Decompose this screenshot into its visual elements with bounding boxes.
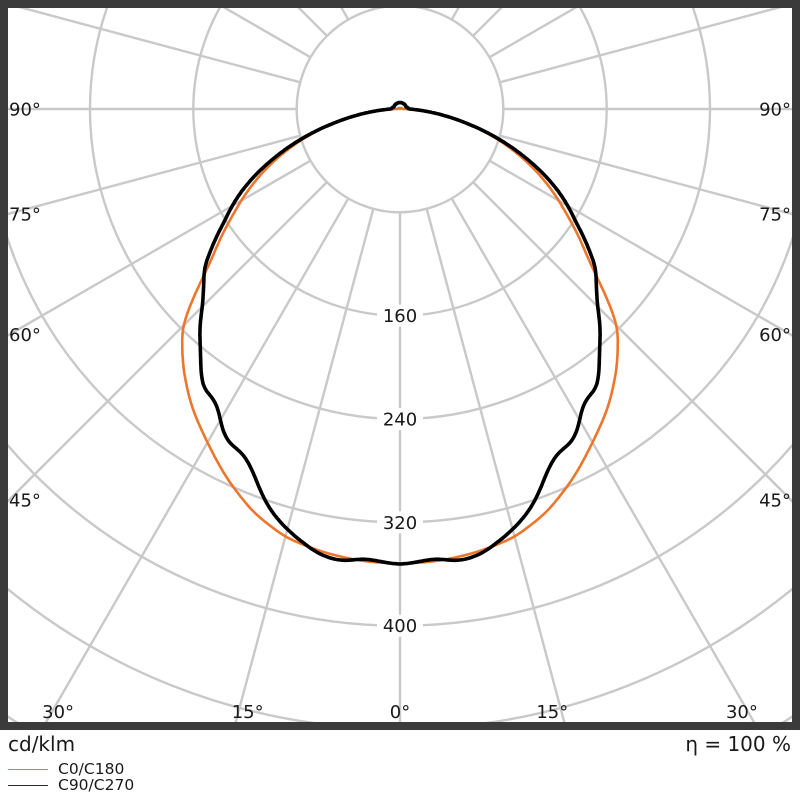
angle-label-bottom-right-15: 15° <box>536 702 568 723</box>
angle-label-right-75: 75° <box>759 204 791 225</box>
angle-label-left-60: 60° <box>9 325 41 346</box>
grid-spoke-75 <box>499 134 792 216</box>
grid-spoke-255 <box>18 8 301 84</box>
grid-spoke-60 <box>488 159 792 337</box>
legend: C0/C180 C90/C270 <box>8 761 134 793</box>
angle-label-right-45: 45° <box>759 491 791 512</box>
angle-label-left-90: 90° <box>9 100 41 121</box>
grid-spoke-345 <box>234 208 375 722</box>
radial-tick-bg-160 <box>377 304 423 327</box>
grid-spoke-315 <box>8 181 328 503</box>
radial-tick-bg-320 <box>377 511 423 534</box>
radial-tick-bg-240 <box>377 408 423 431</box>
legend-label-c0-c180: C0/C180 <box>58 760 125 778</box>
unit-label: cd/klm <box>8 732 76 756</box>
angle-label-left-75: 75° <box>9 204 41 225</box>
grid-spoke-15 <box>425 208 566 722</box>
angle-label-right-90: 90° <box>759 100 791 121</box>
grid-spoke-45 <box>472 181 792 503</box>
chart-frame <box>0 0 800 730</box>
radial-tick-label-400: 400 <box>383 616 417 637</box>
legend-item-c0-c180: C0/C180 <box>8 761 134 777</box>
curve-c90-c270 <box>198 100 602 566</box>
grid-spoke-330 <box>44 197 350 722</box>
radial-tick-label-240: 240 <box>383 410 417 431</box>
grid-spoke-30 <box>450 197 756 722</box>
radial-tick-label-320: 320 <box>383 513 417 534</box>
angle-label-bottom-left-15: 15° <box>232 702 264 723</box>
angle-label-bottom-right-30: 30° <box>726 702 758 723</box>
radial-tick-bg-400 <box>377 614 423 637</box>
grid-spoke-285 <box>8 134 301 216</box>
legend-swatch-c0-c180 <box>8 768 48 770</box>
angle-label-bottom-0: 0° <box>390 702 410 723</box>
legend-item-c90-c270: C90/C270 <box>8 777 134 793</box>
radial-tick-label-160: 160 <box>383 306 417 327</box>
efficiency-label: η = 100 % <box>685 732 791 756</box>
legend-label-c90-c270: C90/C270 <box>58 776 135 794</box>
angle-label-bottom-left-30: 30° <box>42 702 74 723</box>
grid-spoke-105 <box>499 8 782 84</box>
polar-chart: 160 240 320 400 90° 90° 75° 75° 60° 60° 45° 45° 30° 1… <box>0 0 800 730</box>
grid-spoke-300 <box>8 159 312 337</box>
legend-swatch-c90-c270 <box>8 784 48 786</box>
angle-label-right-60: 60° <box>759 325 791 346</box>
angle-label-left-45: 45° <box>9 491 41 512</box>
